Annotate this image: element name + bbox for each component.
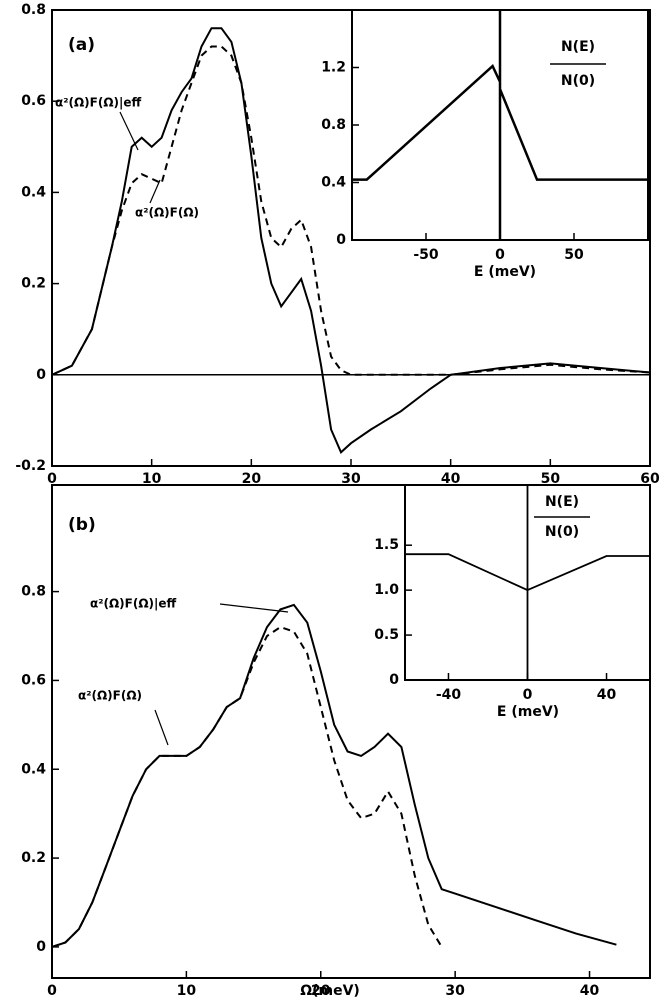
y-tick-label: 0.2: [21, 850, 46, 866]
y-tick-label: 0.4: [321, 175, 346, 191]
x-axis-label: Ω(meV): [300, 983, 360, 999]
ratio-denominator: N(0): [561, 73, 595, 89]
annotation: α²(Ω)F(Ω)|eff: [55, 96, 142, 110]
y-tick-label: 1.2: [321, 60, 346, 76]
x-tick-label: 20: [242, 471, 262, 487]
y-tick-label: 0.6: [21, 93, 46, 109]
x-tick-label: 0: [495, 247, 505, 263]
y-tick-label: 0: [389, 672, 399, 688]
y-tick-label: 1.5: [374, 537, 399, 553]
x-tick-label: 0: [47, 983, 57, 999]
ratio-denominator: N(0): [545, 524, 579, 540]
x-tick-label: 50: [541, 471, 561, 487]
annotation: α²(Ω)F(Ω)|eff: [90, 597, 177, 611]
y-tick-label: 0.4: [21, 761, 46, 777]
x-tick-label: 40: [580, 983, 600, 999]
x-tick-label: 50: [564, 247, 584, 263]
x-axis-label: E (meV): [497, 704, 559, 720]
y-tick-label: 0.8: [321, 117, 346, 133]
data-line: [52, 45, 650, 376]
y-tick-label: -0.2: [15, 458, 46, 474]
y-tick-label: 0.6: [21, 672, 46, 688]
x-tick-label: 60: [640, 471, 660, 487]
x-tick-label: 0: [523, 687, 533, 703]
ratio-numerator: N(E): [545, 494, 579, 510]
y-tick-label: 0.5: [374, 627, 399, 643]
annotation-arrow: [219, 603, 289, 613]
x-tick-label: 30: [445, 983, 465, 999]
annotation: α²(Ω)F(Ω): [135, 206, 199, 220]
panel-label: (b): [68, 515, 96, 535]
y-tick-label: 0: [336, 232, 346, 248]
panel-label: (a): [68, 35, 95, 55]
x-tick-label: 10: [142, 471, 162, 487]
y-tick-label: 0: [36, 939, 46, 955]
ratio-numerator: N(E): [561, 39, 595, 55]
x-tick-label: 0: [47, 471, 57, 487]
x-tick-label: 40: [441, 471, 461, 487]
y-tick-label: 0: [36, 367, 46, 383]
x-tick-label: 10: [177, 983, 197, 999]
x-tick-label: -50: [413, 247, 439, 263]
data-line: [405, 485, 650, 680]
y-tick-label: 0.8: [21, 2, 46, 18]
data-line: [52, 625, 443, 948]
x-tick-label: 30: [341, 471, 361, 487]
x-tick-label: 40: [597, 687, 617, 703]
data-line: [52, 27, 650, 454]
x-tick-label: -40: [436, 687, 462, 703]
annotation-arrow: [149, 179, 161, 204]
annotation: α²(Ω)F(Ω): [78, 689, 142, 703]
x-tick-label: 20: [311, 983, 331, 999]
annotation-arrow: [119, 111, 139, 151]
y-tick-label: 0.8: [21, 584, 46, 600]
data-line: [352, 10, 648, 240]
data-line: [52, 603, 617, 948]
annotation-arrow: [154, 709, 169, 746]
y-tick-label: 1.0: [374, 582, 399, 598]
x-axis-label: E (meV): [474, 264, 536, 280]
y-tick-label: 0.4: [21, 184, 46, 200]
y-tick-label: 0.2: [21, 276, 46, 292]
